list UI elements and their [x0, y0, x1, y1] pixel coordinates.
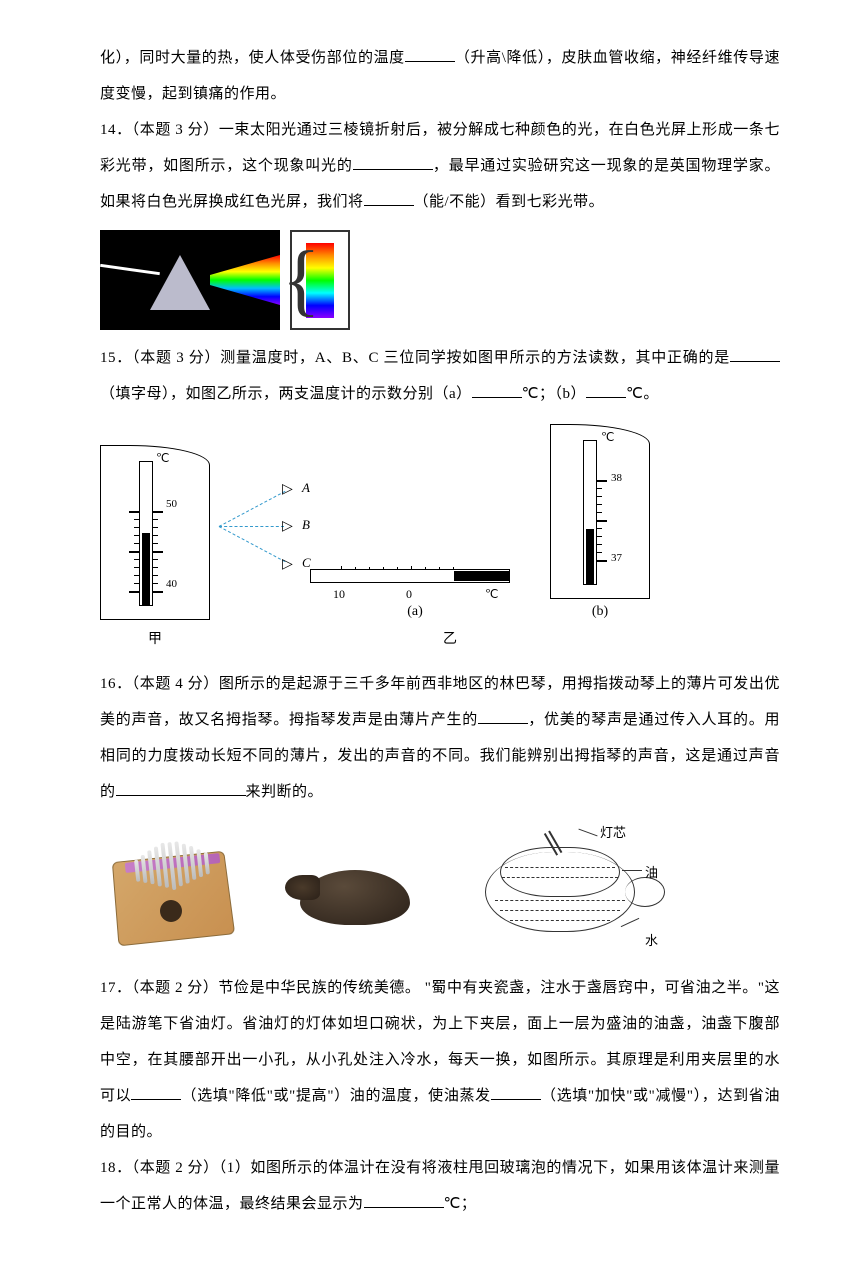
q14-blank-2 — [364, 191, 414, 206]
oil-level — [505, 867, 615, 868]
label-yi: 乙 — [250, 628, 650, 648]
q17-blank-1 — [131, 1085, 181, 1100]
thermo-jia-ticks-left — [123, 461, 139, 606]
horiz-fill — [454, 571, 509, 581]
q13-continuation: 化），同时大量的热，使人体受伤部位的温度（升高\降低），皮肤血管收缩，神经纤维传… — [100, 40, 780, 112]
q14-option: （能/不能）看到七彩光带。 — [414, 194, 605, 210]
lamp-handle — [625, 877, 665, 907]
q16-suffix: 来判断的。 — [246, 784, 324, 800]
kalimba-image — [100, 830, 240, 945]
q15-blank-a — [472, 383, 522, 398]
q14-text: 14．（本题 3 分）一束太阳光通过三棱镜折射后，被分解成七种颜色的光，在白色光… — [100, 112, 780, 220]
thermo-b-fill — [586, 529, 594, 584]
btick-37: 37 — [611, 552, 622, 564]
eye-c-icon: ▷ — [282, 556, 293, 573]
eye-a-icon: ▷ — [282, 481, 293, 498]
dispersed-light — [210, 255, 280, 305]
tick-50: 50 — [166, 498, 177, 510]
label-oil: 油 — [645, 862, 658, 881]
q18-text: 18．（本题 2 分）（1）如图所示的体温计在没有将液柱甩回玻璃泡的情况下，如果… — [100, 1150, 780, 1222]
oil-lamp-diagram: 灯芯 油 水 — [470, 822, 670, 952]
sub-b: (b) — [550, 604, 650, 620]
thermo-a-wrapper: 10 0 ℃ (a) — [310, 559, 520, 620]
observer-a: A — [302, 480, 310, 496]
q17-blank-2 — [491, 1085, 541, 1100]
q15-blank-b — [586, 383, 626, 398]
q15-figures: ℃ — [100, 424, 780, 648]
q16-blank-1 — [478, 709, 528, 724]
q17-opt1: （选填"降低"或"提高"）油的温度，使油蒸发 — [181, 1088, 491, 1104]
spectrum-screen: { — [290, 230, 350, 330]
observer-b: B — [302, 517, 310, 533]
q17-text: 17．（本题 2 分）节俭是中华民族的传统美德。 "蜀中有夹瓷盏，注水于盏唇窍中… — [100, 970, 780, 1150]
thermo-jia-fill — [142, 533, 150, 605]
q15-text: 15．（本题 3 分）测量温度时，A、B、C 三位同学按如图甲所示的方法读数，其… — [100, 340, 780, 412]
label-wick: 灯芯 — [600, 822, 626, 841]
q16-blank-2 — [116, 781, 246, 796]
htick-unit: ℃ — [485, 587, 498, 602]
q16-q17-figures: 灯芯 油 水 — [100, 822, 780, 952]
q15-unit1: ℃；（b） — [522, 386, 586, 402]
q16-text: 16．（本题 4 分）图所示的是起源于三千多年前西非地区的林巴琴，用拇指拨动琴上… — [100, 666, 780, 810]
thermo-yi-wrapper: 10 0 ℃ (a) ℃ — [310, 424, 650, 648]
q17-prefix: 17．（本题 2 分）节俭是中华民族的传统美德。 "蜀中有夹瓷盏，注水于盏唇窍中… — [100, 980, 780, 1104]
thermo-b-wrapper: ℃ — [550, 424, 650, 620]
kalimba-tines — [133, 838, 213, 896]
prism-shape — [150, 255, 210, 310]
q15-mid1: （填字母），如图乙所示，两支温度计的示数分别（a） — [100, 386, 472, 402]
q14-blank-1 — [353, 155, 433, 170]
htick-0: 0 — [406, 587, 412, 602]
eye-b-icon: ▷ — [282, 518, 293, 535]
htick-10: 10 — [333, 587, 345, 602]
small-oil-lamp-photo — [280, 835, 430, 940]
btick-38: 38 — [611, 472, 622, 484]
sub-a: (a) — [310, 604, 520, 620]
thermo-jia: ℃ — [100, 445, 210, 620]
thermo-b-tube — [583, 440, 597, 585]
q15-prefix: 15．（本题 3 分）测量温度时，A、B、C 三位同学按如图甲所示的方法读数，其… — [100, 350, 730, 366]
label-water: 水 — [645, 930, 658, 949]
q14-figure: { — [100, 230, 780, 330]
q13-blank-1 — [405, 47, 455, 62]
q15-blank-1 — [730, 347, 780, 362]
horiz-thermometer: 10 0 ℃ — [310, 559, 520, 599]
tick-40: 40 — [166, 578, 177, 590]
label-jia: 甲 — [100, 628, 210, 648]
q13-text-before: 化），同时大量的热，使人体受伤部位的温度 — [100, 50, 405, 66]
water-level — [495, 900, 625, 901]
thermo-jia-wrapper: ℃ — [100, 445, 210, 648]
horiz-tube — [310, 569, 510, 583]
q15-unit2: ℃。 — [626, 386, 659, 402]
thermo-jia-tube — [139, 461, 153, 606]
bracket-icon: { — [282, 240, 320, 320]
prism-diagram — [100, 230, 280, 330]
thermo-b: ℃ — [550, 424, 650, 599]
q18-blank-1 — [364, 1193, 444, 1208]
q18-unit: ℃； — [444, 1196, 477, 1212]
kalimba-hole — [160, 900, 182, 922]
lamp-spout — [285, 875, 320, 900]
